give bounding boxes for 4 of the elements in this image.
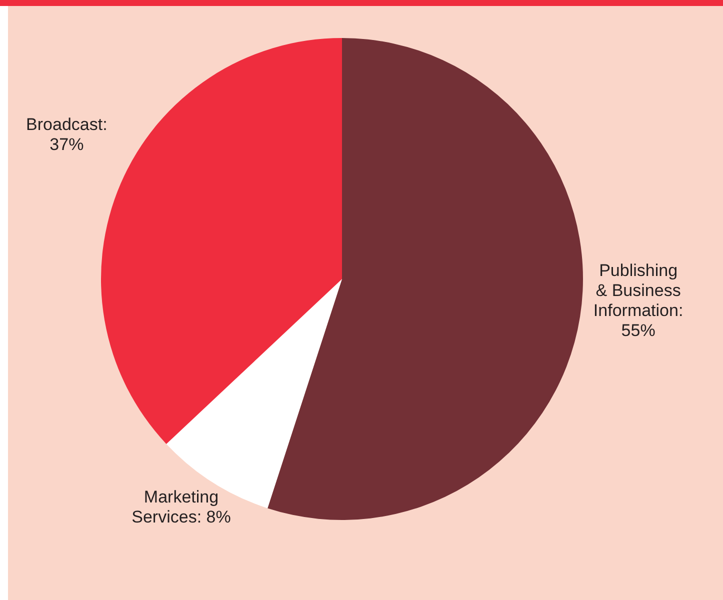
slice-label: Publishing & Business Information: 55% bbox=[593, 260, 684, 340]
slice-label: Broadcast: 37% bbox=[26, 114, 108, 154]
pie-slice bbox=[268, 38, 583, 520]
slice-label: Marketing Services: 8% bbox=[132, 487, 231, 526]
